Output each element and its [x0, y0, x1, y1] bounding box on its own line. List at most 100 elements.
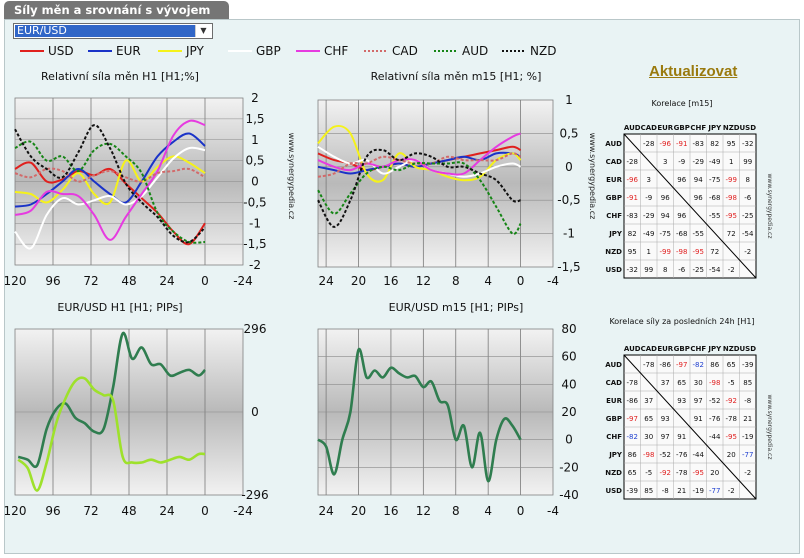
matrix-cell: -28 [643, 140, 654, 148]
matrix-cell: 20 [727, 451, 736, 459]
x-tick-label: 72 [83, 274, 98, 288]
matrix-col-header: USD [739, 345, 756, 353]
series-line-aud [14, 140, 206, 244]
matrix-cell: -96 [660, 140, 672, 148]
x-tick-label: 120 [4, 274, 27, 288]
matrix-cell: -86 [660, 361, 672, 369]
matrix-col-header: EUR [657, 345, 673, 353]
watermark-text: www.synergypedia.cz [766, 395, 773, 460]
update-button[interactable]: Aktualizovat [649, 63, 738, 80]
matrix-cell: -55 [709, 212, 720, 220]
matrix-row-header: CAD [606, 379, 623, 387]
matrix-cell: 72 [710, 248, 719, 256]
matrix-row-header: CHF [606, 212, 622, 220]
matrix-col-header: GBP [674, 345, 690, 353]
y-tick-label: -1 [249, 216, 261, 230]
series-line-eur [14, 132, 206, 208]
legend-label: AUD [462, 44, 489, 58]
matrix-row-header: EUR [606, 176, 622, 184]
legend-swatch [434, 50, 458, 52]
matrix-cell: -82 [627, 433, 638, 441]
x-tick-label: 48 [121, 504, 136, 518]
legend-label: CAD [392, 44, 418, 58]
matrix-col-header: NZD [723, 124, 740, 132]
chart-title: EUR/USD m15 [H1; PIPs] [389, 301, 524, 314]
matrix-cell: -98 [643, 451, 654, 459]
matrix-cell: -99 [726, 176, 737, 184]
legend-swatch [502, 50, 526, 52]
legend-swatch [296, 50, 320, 52]
x-tick-label: 4 [484, 504, 492, 518]
y-tick-label: -0,5 [243, 195, 266, 209]
y-tick-label: 2 [251, 91, 259, 105]
y-tick-label: 1,5 [245, 112, 264, 126]
matrix-cell: -28 [627, 158, 638, 166]
currency-pair-select[interactable]: EUR/USD ▼ [13, 23, 213, 39]
matrix-row-header: AUD [605, 140, 622, 148]
matrix-row-header: JPY [608, 230, 623, 238]
series-line-gbp [14, 146, 206, 250]
y-tick-label: 0 [251, 175, 259, 189]
matrix-cell: 20 [710, 469, 719, 477]
matrix-cell: -75 [660, 230, 671, 238]
series-line-chf [14, 119, 206, 241]
y-tick-label: -1,5 [557, 260, 580, 274]
matrix-cell: -25 [742, 212, 753, 220]
chevron-down-icon[interactable]: ▼ [195, 25, 211, 37]
y-tick-label: 20 [561, 405, 576, 419]
series-line-nzd [14, 124, 206, 244]
chart-title: Relativní síla měn m15 [H1; %] [371, 70, 542, 83]
watermark-text: www.synergypedia.cz [588, 133, 597, 220]
x-tick-label: 48 [121, 274, 136, 288]
y-tick-label: 80 [561, 322, 576, 336]
matrix-col-header: EUR [657, 124, 673, 132]
matrix-cell: -55 [693, 230, 704, 238]
chart-title: EUR/USD H1 [H1; PIPs] [57, 301, 182, 314]
y-tick-label: 0,5 [559, 126, 578, 140]
x-tick-label: 24 [159, 504, 174, 518]
x-tick-label: 96 [45, 504, 60, 518]
matrix-col-header: CAD [641, 345, 658, 353]
matrix-cell: 99 [644, 266, 653, 274]
y-tick-label: -0,5 [557, 193, 580, 207]
x-tick-label: 12 [416, 274, 431, 288]
matrix-cell: -92 [660, 469, 671, 477]
x-tick-label: -24 [233, 504, 253, 518]
x-tick-label: 8 [452, 504, 460, 518]
y-tick-label: 0 [565, 433, 573, 447]
matrix-cell: -29 [693, 158, 704, 166]
matrix-cell: -68 [709, 194, 720, 202]
matrix-cell: -82 [693, 361, 704, 369]
legend-swatch [88, 50, 112, 52]
x-tick-label: 0 [201, 274, 209, 288]
matrix-cell: -44 [709, 433, 721, 441]
legend-swatch [158, 50, 182, 52]
matrix-cell: -99 [660, 248, 671, 256]
matrix-cell: 96 [661, 194, 670, 202]
matrix-cell: -29 [643, 212, 654, 220]
matrix-cell: -2 [744, 469, 751, 477]
matrix-row-header: NZD [605, 248, 622, 256]
matrix-cell: 30 [644, 433, 653, 441]
matrix-cell: -2 [728, 487, 735, 495]
matrix-cell: 96 [677, 212, 686, 220]
watermark-text: www.synergypedia.cz [287, 133, 296, 220]
matrix-cell: 91 [677, 433, 686, 441]
matrix-cell: -86 [627, 397, 639, 405]
matrix-title: Korelace síly za posledních 24h [H1] [609, 317, 754, 326]
chart-3: 120 96 72 48 24 0 -24 296 0 -296 EUR/USD H1 [H1; P… [4, 301, 269, 518]
matrix-cell: 85 [743, 379, 752, 387]
matrix-cell: 99 [743, 158, 752, 166]
matrix-cell: -95 [726, 433, 737, 441]
matrix-cell: -97 [627, 415, 638, 423]
matrix-cell: 65 [644, 415, 653, 423]
matrix-cell: -39 [627, 487, 638, 495]
matrix-row-header: USD [605, 487, 622, 495]
matrix-cell: -76 [709, 415, 721, 423]
currency-pair-value: EUR/USD [15, 25, 195, 37]
matrix-cell: 95 [727, 140, 736, 148]
matrix-cell: -2 [744, 248, 751, 256]
x-tick-label: 20 [351, 504, 366, 518]
matrix-cell: -6 [744, 194, 752, 202]
